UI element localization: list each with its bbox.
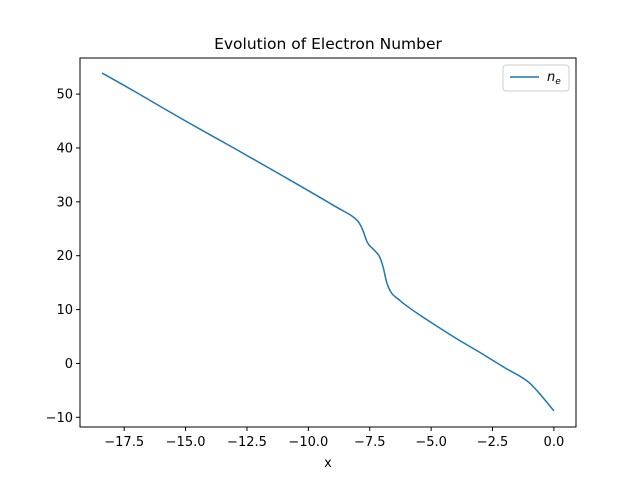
legend: ne — [502, 64, 570, 92]
y-tick-label: 10 — [56, 303, 73, 318]
x-tick-label: −2.5 — [477, 435, 509, 450]
x-axis-ticks: −17.5 −15.0 −12.5 −10.0 −7.5 −5.0 −2.5 0.0 — [104, 427, 564, 450]
x-tick-label: −15.0 — [166, 435, 206, 450]
legend-box — [502, 64, 570, 92]
legend-label-sub: e — [555, 77, 561, 87]
legend-label-main: n — [547, 70, 555, 85]
y-tick-label: 0 — [65, 357, 73, 372]
y-tick-label: −10 — [46, 411, 73, 426]
y-tick-label: 30 — [56, 195, 73, 210]
plot-area — [101, 72, 555, 412]
chart-title: Evolution of Electron Number — [214, 35, 442, 53]
series-line-ne — [101, 72, 555, 412]
y-tick-label: 40 — [56, 141, 73, 156]
x-tick-label: −12.5 — [227, 435, 267, 450]
x-axis-label: x — [324, 456, 332, 471]
x-tick-label: −5.0 — [415, 435, 447, 450]
legend-label-ne: ne — [547, 70, 561, 87]
x-tick-label: −7.5 — [354, 435, 386, 450]
x-tick-label: −10.0 — [288, 435, 328, 450]
x-tick-label: 0.0 — [544, 435, 565, 450]
y-tick-label: 20 — [56, 249, 73, 264]
y-axis-ticks: −10 0 10 20 30 40 50 — [46, 88, 80, 426]
axes-frame — [79, 57, 577, 428]
x-tick-label: −17.5 — [104, 435, 144, 450]
y-tick-label: 50 — [56, 88, 73, 103]
